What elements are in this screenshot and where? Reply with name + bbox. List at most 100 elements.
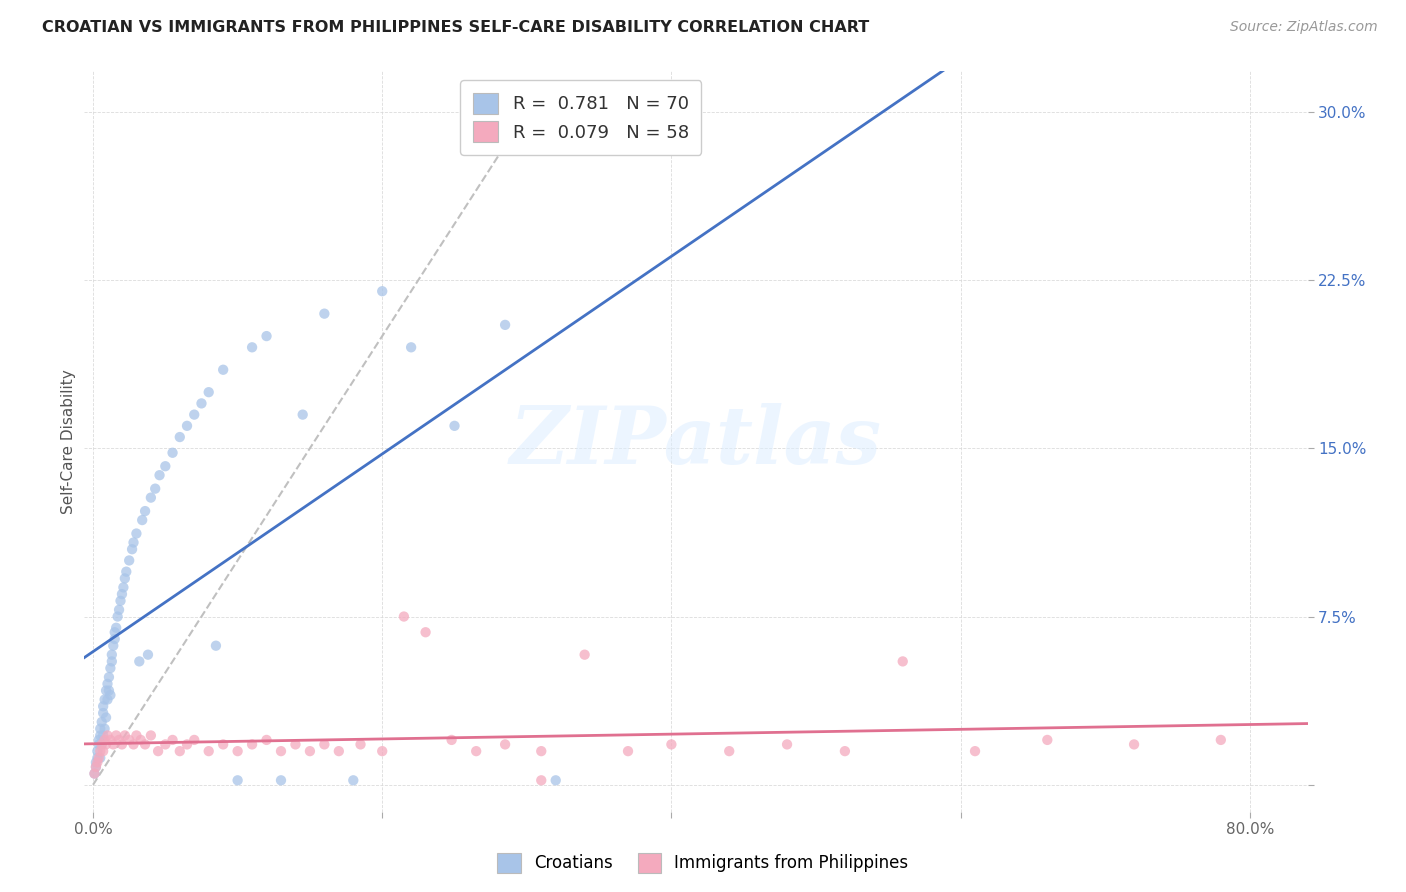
Point <box>617 744 640 758</box>
Point <box>87 738 110 752</box>
Point <box>169 744 191 758</box>
Point <box>190 396 212 410</box>
Point <box>162 446 184 460</box>
Point <box>226 773 249 788</box>
Point <box>328 744 350 758</box>
Point <box>115 565 138 579</box>
Point <box>530 744 553 758</box>
Point <box>349 738 371 752</box>
Point <box>89 744 111 758</box>
Y-axis label: Self-Care Disability: Self-Care Disability <box>60 369 76 514</box>
Point <box>134 738 156 752</box>
Legend: Croatians, Immigrants from Philippines: Croatians, Immigrants from Philippines <box>491 847 915 880</box>
Point <box>205 639 228 653</box>
Point <box>118 553 141 567</box>
Point <box>143 482 166 496</box>
Point <box>89 728 111 742</box>
Text: Source: ZipAtlas.com: Source: ZipAtlas.com <box>1230 20 1378 34</box>
Point <box>661 738 683 752</box>
Point <box>465 744 488 758</box>
Point <box>718 744 741 758</box>
Point <box>90 738 112 752</box>
Point <box>834 744 856 758</box>
Point <box>91 728 114 742</box>
Text: ZIPatlas: ZIPatlas <box>510 403 882 480</box>
Point <box>776 738 799 752</box>
Point <box>111 587 134 601</box>
Point <box>314 738 336 752</box>
Point <box>494 738 516 752</box>
Point <box>86 744 108 758</box>
Point <box>494 318 516 332</box>
Point <box>114 571 136 585</box>
Point <box>83 766 105 780</box>
Point <box>131 513 153 527</box>
Point <box>240 738 263 752</box>
Point <box>125 526 148 541</box>
Point <box>139 728 162 742</box>
Point <box>93 692 115 706</box>
Point <box>84 760 107 774</box>
Point <box>94 710 117 724</box>
Point <box>148 468 170 483</box>
Point <box>87 733 110 747</box>
Point <box>291 408 314 422</box>
Point <box>101 654 124 668</box>
Point <box>155 459 177 474</box>
Point <box>104 625 127 640</box>
Point <box>93 722 115 736</box>
Point <box>183 733 205 747</box>
Point <box>240 340 263 354</box>
Point <box>176 738 198 752</box>
Point <box>105 621 128 635</box>
Point <box>169 430 191 444</box>
Point <box>97 683 120 698</box>
Point <box>176 418 198 433</box>
Point <box>226 744 249 758</box>
Point <box>103 639 125 653</box>
Point <box>963 744 986 758</box>
Point <box>212 738 235 752</box>
Point <box>86 751 108 765</box>
Point <box>94 738 117 752</box>
Point <box>212 363 235 377</box>
Text: CROATIAN VS IMMIGRANTS FROM PHILIPPINES SELF-CARE DISABILITY CORRELATION CHART: CROATIAN VS IMMIGRANTS FROM PHILIPPINES … <box>42 20 869 35</box>
Point <box>284 738 307 752</box>
Point <box>110 594 132 608</box>
Point <box>104 632 127 646</box>
Point <box>93 733 115 747</box>
Point <box>100 733 122 747</box>
Point <box>1209 733 1232 747</box>
Point <box>96 728 118 742</box>
Point <box>108 603 131 617</box>
Point <box>101 648 124 662</box>
Point <box>91 706 114 720</box>
Point <box>270 744 292 758</box>
Point <box>107 609 129 624</box>
Point <box>134 504 156 518</box>
Point <box>399 340 422 354</box>
Point <box>90 738 112 752</box>
Point <box>114 728 136 742</box>
Point <box>96 692 118 706</box>
Point <box>94 683 117 698</box>
Point <box>84 760 107 774</box>
Point <box>371 744 394 758</box>
Point <box>118 733 141 747</box>
Point <box>100 688 122 702</box>
Point <box>97 670 120 684</box>
Point <box>89 722 111 736</box>
Point <box>103 738 125 752</box>
Point <box>371 284 394 298</box>
Point <box>108 733 131 747</box>
Point <box>111 738 134 752</box>
Point <box>155 738 177 752</box>
Point <box>139 491 162 505</box>
Point <box>342 773 364 788</box>
Point <box>392 609 415 624</box>
Point <box>1123 738 1146 752</box>
Point <box>125 728 148 742</box>
Point <box>146 744 169 758</box>
Legend: R =  0.781   N = 70, R =  0.079   N = 58: R = 0.781 N = 70, R = 0.079 N = 58 <box>460 80 702 154</box>
Point <box>121 542 143 557</box>
